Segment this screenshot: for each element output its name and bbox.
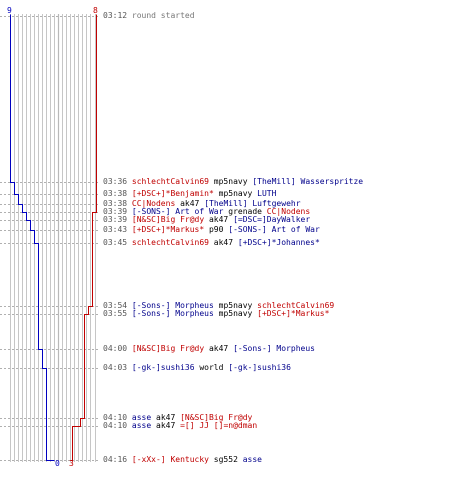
event-row: 04:10 asse ak47 [N&SC]Big Fr@dy: [103, 414, 252, 422]
killer-name: [-SONS-] Art of War: [131, 207, 224, 216]
killer-name: [-gk-]sushi36: [131, 363, 195, 372]
victim-name: [+DSC+]*Markus*: [257, 309, 330, 318]
weapon-name: mp5navy: [213, 177, 248, 186]
victim-name: LUTH: [257, 189, 277, 198]
victim-name: schlechtCalvin69: [257, 301, 335, 310]
event-time: 04:10: [103, 421, 132, 430]
event-time: 03:54: [103, 301, 132, 310]
event-time: 03:12: [103, 11, 132, 20]
weapon-name: p90: [208, 225, 224, 234]
red-end-count: 3: [69, 459, 74, 468]
event-row: 04:03 [-gk-]sushi36 world [-gk-]sushi36: [103, 364, 291, 372]
weapon-name: sg552: [213, 455, 238, 464]
event-time: 03:55: [103, 309, 132, 318]
killer-name: asse: [131, 421, 152, 430]
event-row: 03:38 CC|Nodens ak47 [TheMill] Luftgeweh…: [103, 200, 301, 208]
victim-name: [=DSC=]DayWalker: [233, 215, 311, 224]
weapon-name: mp5navy: [218, 189, 253, 198]
event-row: 03:36 schlechtCalvin69 mp5navy [TheMill]…: [103, 178, 363, 186]
event-row: 03:55 [-Sons-] Morpheus mp5navy [+DSC+]*…: [103, 310, 329, 318]
event-row: 04:16 [-xXx-] Kentucky sg552 asse: [103, 456, 262, 464]
victim-name: [+DSC+]*Johannes*: [237, 238, 320, 247]
weapon-name: ak47: [180, 199, 200, 208]
event-time: 04:16: [103, 455, 132, 464]
blue-start-count: 9: [7, 6, 12, 15]
killer-name: schlechtCalvin69: [131, 177, 209, 186]
event-dash-lines: [0, 16, 100, 461]
event-row: 03:45 schlechtCalvin69 ak47 [+DSC+]*Joha…: [103, 239, 320, 247]
event-time: 03:38: [103, 199, 132, 208]
killer-name: [+DSC+]*Benjamin*: [131, 189, 214, 198]
victim-name: =[] JJ []=n@dman: [180, 421, 258, 430]
event-row: 03:43 [+DSC+]*Markus* p90 [-SONS-] Art o…: [103, 226, 320, 234]
red-team-alive-line: [70, 14, 97, 461]
event-time: 03:38: [103, 189, 132, 198]
killer-name: CC|Nodens: [131, 199, 176, 208]
victim-name: [TheMill] Luftgewehr: [204, 199, 301, 208]
victim-name: [TheMill] Wasserspritze: [252, 177, 364, 186]
event-description: round started: [131, 11, 195, 20]
event-time: 03:39: [103, 207, 132, 216]
killer-name: asse: [131, 413, 152, 422]
killer-name: [-Sons-] Morpheus: [131, 309, 214, 318]
killer-name: [-xXx-] Kentucky: [131, 455, 209, 464]
weapon-name: mp5navy: [218, 309, 253, 318]
event-row: 03:39 [N&SC]Big Fr@dy ak47 [=DSC=]DayWal…: [103, 216, 310, 224]
killer-name: [N&SC]Big Fr@dy: [131, 215, 205, 224]
event-time: 03:39: [103, 215, 132, 224]
weapon-name: ak47: [156, 413, 176, 422]
event-row: 03:39 [-SONS-] Art of War grenade CC|Nod…: [103, 208, 310, 216]
blue-team-alive-line: [10, 14, 55, 461]
weapon-name: world: [199, 363, 224, 372]
event-row: 03:12 round started: [103, 12, 195, 20]
event-time: 03:36: [103, 177, 132, 186]
weapon-name: grenade: [228, 207, 262, 216]
victim-name: [N&SC]Big Fr@dy: [180, 413, 253, 422]
victim-name: asse: [242, 455, 262, 464]
event-row: 03:54 [-Sons-] Morpheus mp5navy schlecht…: [103, 302, 334, 310]
killer-name: [+DSC+]*Markus*: [131, 225, 205, 234]
event-row: 03:38 [+DSC+]*Benjamin* mp5navy LUTH: [103, 190, 276, 198]
killer-name: [N&SC]Big Fr@dy: [131, 344, 205, 353]
weapon-name: ak47: [156, 421, 176, 430]
event-time: 04:00: [103, 344, 132, 353]
weapon-name: ak47: [208, 215, 229, 224]
event-row: 04:00 [N&SC]Big Fr@dy ak47 [-Sons-] Morp…: [103, 345, 315, 353]
victim-name: [-Sons-] Morpheus: [233, 344, 315, 353]
red-start-count: 8: [93, 6, 98, 15]
event-time: 04:10: [103, 413, 132, 422]
event-time: 04:03: [103, 363, 132, 372]
victim-name: [-gk-]sushi36: [228, 363, 291, 372]
victim-name: [-SONS-] Art of War: [228, 225, 320, 234]
player-grid-lines: [10, 14, 96, 462]
blue-end-count: 0: [55, 459, 60, 468]
weapon-name: mp5navy: [218, 301, 253, 310]
victim-name: CC|Nodens: [266, 207, 311, 216]
killer-name: schlechtCalvin69: [131, 238, 209, 247]
killer-name: [-Sons-] Morpheus: [131, 301, 214, 310]
event-time: 03:43: [103, 225, 132, 234]
weapon-name: ak47: [208, 344, 229, 353]
event-time: 03:45: [103, 238, 132, 247]
event-row: 04:10 asse ak47 =[] JJ []=n@dman: [103, 422, 257, 430]
weapon-name: ak47: [213, 238, 234, 247]
